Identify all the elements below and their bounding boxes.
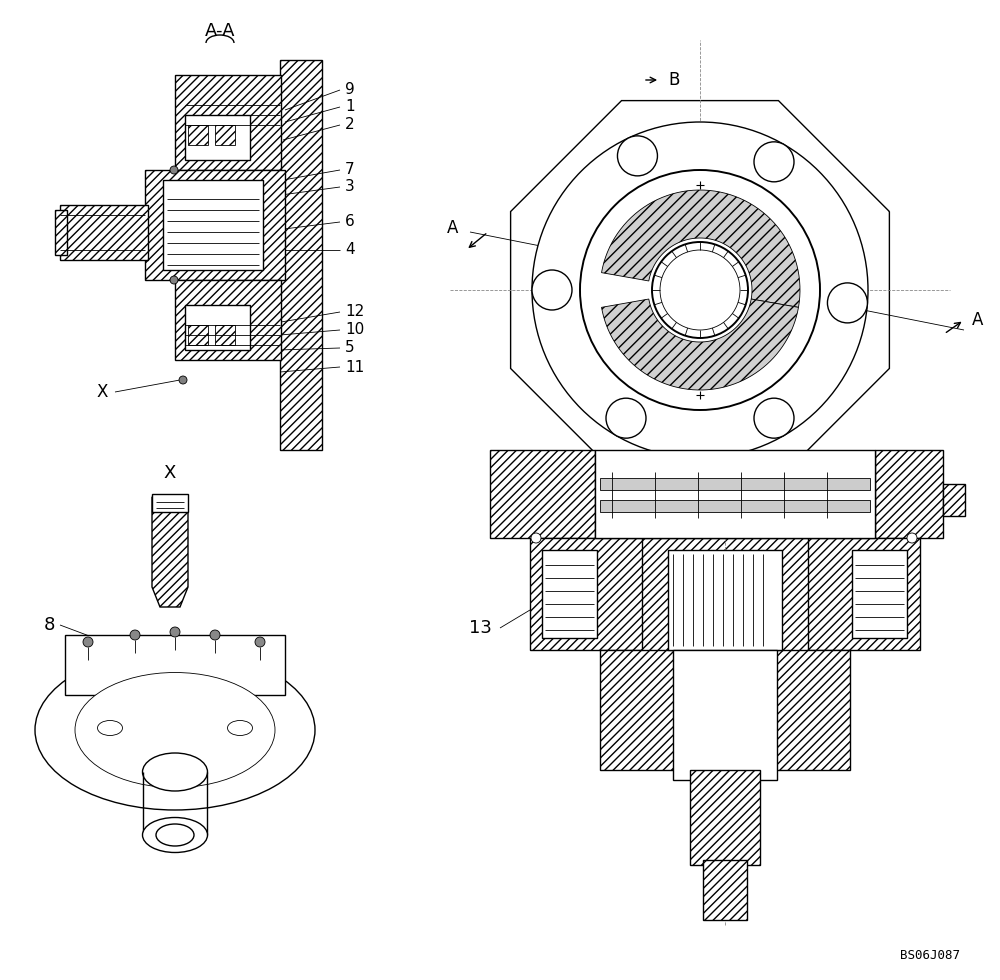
Ellipse shape (143, 753, 208, 791)
Text: 2: 2 (345, 118, 355, 132)
Text: 7: 7 (345, 163, 355, 177)
Bar (55, 210, 67, 255)
Text: A: A (972, 311, 983, 329)
Circle shape (83, 637, 93, 647)
Bar (185, 305, 250, 350)
Bar (280, 60, 322, 450)
Bar (152, 494, 188, 512)
Circle shape (532, 270, 572, 310)
Bar (875, 450, 943, 538)
Text: B-B: B-B (710, 384, 740, 402)
Circle shape (660, 250, 740, 330)
Circle shape (170, 627, 180, 637)
Bar (943, 484, 965, 516)
Ellipse shape (75, 672, 275, 788)
Bar (690, 770, 760, 865)
Bar (215, 125, 235, 145)
Bar (600, 478, 870, 490)
Polygon shape (152, 497, 188, 607)
Bar (163, 180, 263, 270)
Circle shape (170, 166, 178, 174)
Text: 8: 8 (44, 616, 55, 634)
Circle shape (754, 142, 794, 182)
Text: B: B (668, 71, 679, 89)
Text: B: B (668, 497, 679, 515)
Circle shape (179, 376, 187, 384)
Text: 13: 13 (469, 619, 492, 637)
Circle shape (210, 630, 220, 640)
Text: A: A (447, 219, 458, 237)
Circle shape (754, 398, 794, 438)
Bar (188, 125, 208, 145)
Bar (530, 538, 655, 650)
Bar (595, 450, 875, 538)
Circle shape (580, 170, 820, 410)
Text: 10: 10 (345, 322, 364, 337)
Bar (145, 170, 285, 280)
Text: A-A: A-A (205, 22, 235, 40)
Circle shape (532, 122, 868, 458)
Bar (600, 650, 850, 770)
Bar (703, 860, 747, 920)
Bar (668, 550, 782, 650)
Bar (600, 500, 870, 512)
Text: BS06J087: BS06J087 (900, 949, 960, 962)
Bar (175, 280, 281, 360)
Polygon shape (602, 299, 798, 390)
Ellipse shape (156, 824, 194, 846)
Text: 11: 11 (345, 360, 364, 374)
Polygon shape (602, 190, 800, 308)
Text: 3: 3 (345, 179, 355, 194)
Text: 4: 4 (345, 242, 355, 258)
Text: X: X (164, 464, 176, 482)
Circle shape (907, 533, 917, 543)
Text: 6: 6 (345, 215, 355, 229)
Ellipse shape (143, 817, 208, 853)
Bar (175, 75, 281, 170)
Circle shape (531, 533, 541, 543)
Bar (542, 550, 597, 638)
Bar (65, 635, 285, 695)
Circle shape (130, 630, 140, 640)
Text: 12: 12 (345, 305, 364, 319)
Circle shape (617, 136, 657, 175)
Ellipse shape (228, 720, 252, 736)
Bar (642, 538, 808, 662)
Bar (60, 205, 148, 260)
Bar (490, 450, 595, 538)
Ellipse shape (98, 720, 122, 736)
Bar (795, 538, 920, 650)
Bar (185, 115, 250, 160)
Text: 9: 9 (345, 82, 355, 97)
Text: 1: 1 (345, 100, 355, 115)
Bar (215, 325, 235, 345)
Ellipse shape (82, 677, 268, 782)
Bar (852, 550, 907, 638)
Text: X: X (97, 383, 108, 401)
Bar (673, 650, 777, 780)
Circle shape (652, 242, 748, 338)
Circle shape (606, 398, 646, 438)
Text: 5: 5 (345, 340, 355, 356)
Circle shape (827, 283, 867, 322)
Circle shape (255, 637, 265, 647)
Circle shape (170, 276, 178, 284)
Ellipse shape (35, 650, 315, 810)
Bar (188, 325, 208, 345)
Polygon shape (511, 101, 889, 479)
